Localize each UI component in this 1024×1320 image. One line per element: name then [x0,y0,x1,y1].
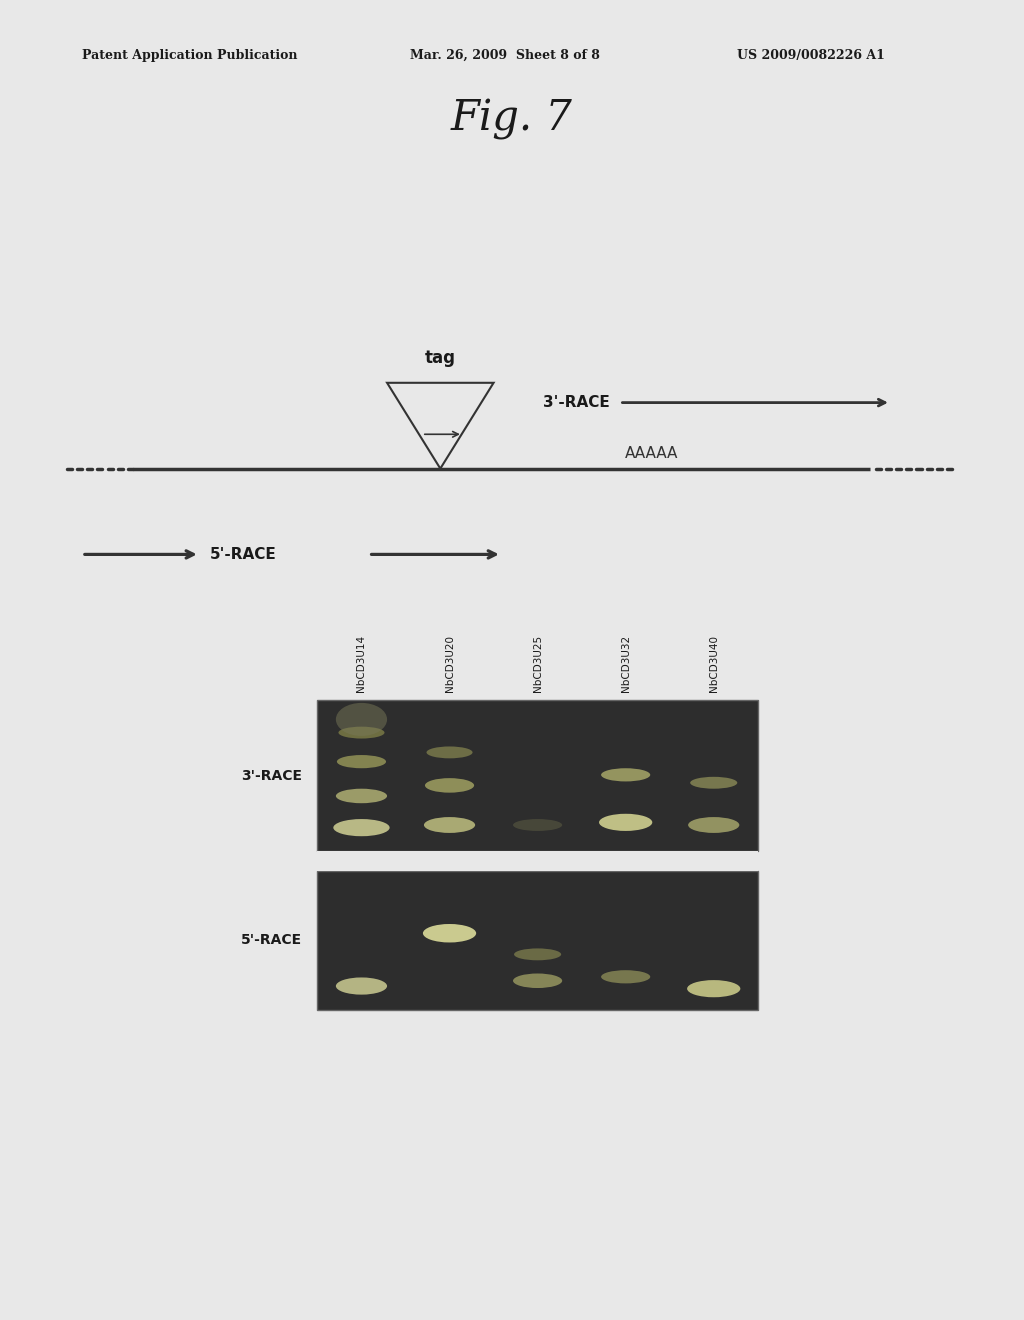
Ellipse shape [513,818,562,832]
Text: NbCD3U32: NbCD3U32 [621,635,631,692]
Text: 5'-RACE: 5'-RACE [210,546,276,562]
Ellipse shape [333,818,389,837]
Ellipse shape [688,817,739,833]
Ellipse shape [599,813,652,832]
Bar [317,700,758,851]
Ellipse shape [601,768,650,781]
Ellipse shape [424,817,475,833]
Ellipse shape [425,779,474,792]
Text: NbCD3U14: NbCD3U14 [356,635,367,692]
Ellipse shape [336,977,387,995]
Ellipse shape [601,970,650,983]
Text: 3'-RACE: 3'-RACE [241,768,302,783]
Bar [317,851,758,871]
Text: Mar. 26, 2009  Sheet 8 of 8: Mar. 26, 2009 Sheet 8 of 8 [410,49,599,62]
Ellipse shape [423,924,476,942]
Bar [317,871,758,1010]
Text: NbCD3U25: NbCD3U25 [532,635,543,692]
Text: 3'-RACE: 3'-RACE [543,395,609,411]
Ellipse shape [337,755,386,768]
Polygon shape [387,383,494,469]
Text: 5'-RACE: 5'-RACE [241,933,302,948]
Ellipse shape [690,776,737,789]
Text: tag: tag [425,348,456,367]
Text: NbCD3U40: NbCD3U40 [709,635,719,692]
Text: NbCD3U20: NbCD3U20 [444,635,455,692]
Text: AAAAA: AAAAA [625,446,678,461]
Text: US 2009/0082226 A1: US 2009/0082226 A1 [737,49,885,62]
Text: Fig. 7: Fig. 7 [451,98,573,140]
Ellipse shape [687,979,740,998]
Ellipse shape [336,704,387,737]
Ellipse shape [513,974,562,987]
Ellipse shape [426,746,473,758]
Ellipse shape [514,948,561,961]
Ellipse shape [338,726,385,739]
Ellipse shape [336,789,387,803]
Text: Patent Application Publication: Patent Application Publication [82,49,297,62]
